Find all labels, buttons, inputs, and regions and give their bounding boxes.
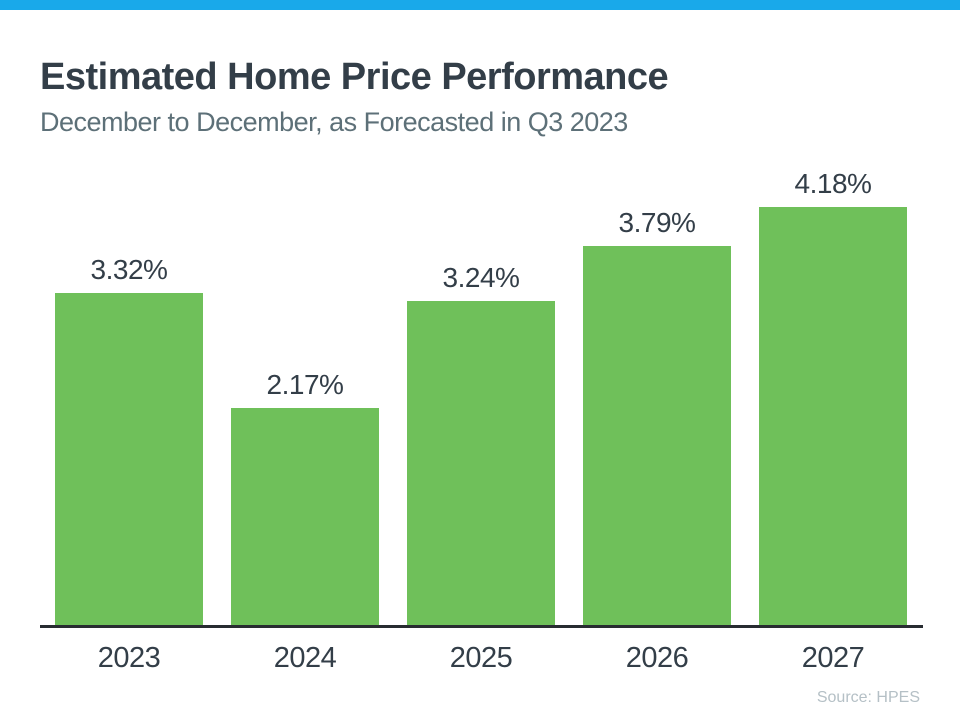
- bar-group-2023: 3.32%: [55, 254, 203, 625]
- x-axis-label-2027: 2027: [801, 642, 865, 674]
- x-axis-label-2023: 2023: [97, 642, 161, 674]
- bar-2025: [407, 301, 555, 625]
- bar-value-label: 3.24%: [442, 262, 520, 293]
- bar-value-label: 3.79%: [618, 207, 696, 238]
- bar-2023: [55, 293, 203, 625]
- x-axis-labels: 2023 2024 2025 2026 2027: [55, 642, 907, 675]
- bar-value-label: 2.17%: [266, 369, 344, 400]
- bar-group-2026: 3.79%: [583, 207, 731, 625]
- bar-value-label: 4.18%: [794, 168, 872, 199]
- bar-group-2024: 2.17%: [231, 369, 379, 625]
- bar-2026: [583, 246, 731, 625]
- bar-group-2027: 4.18%: [759, 168, 907, 625]
- x-axis-label-2026: 2026: [625, 642, 689, 674]
- bar-value-label: 3.32%: [90, 254, 168, 285]
- top-accent-strip: [0, 0, 960, 10]
- x-axis-label-2024: 2024: [273, 642, 337, 674]
- source-note: Source: HPES: [816, 689, 920, 706]
- bar-2027: [759, 207, 907, 625]
- chart-title: Estimated Home Price Performance: [40, 56, 669, 98]
- x-axis-line: [40, 625, 923, 628]
- x-axis-label-2025: 2025: [449, 642, 513, 674]
- bar-2024: [231, 408, 379, 625]
- chart-subtitle: December to December, as Forecasted in Q…: [40, 107, 628, 137]
- bar-group-2025: 3.24%: [407, 262, 555, 625]
- bar-chart-plot-area: 3.32% 2.17% 3.24% 3.79% 4.18%: [55, 0, 907, 625]
